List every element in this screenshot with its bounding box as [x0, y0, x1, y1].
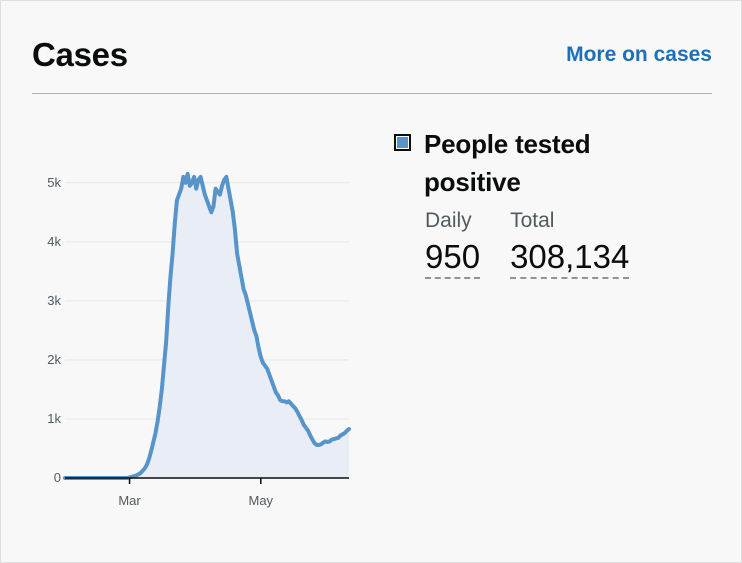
x-tick-label: May [249, 493, 274, 508]
metric-values: Daily 950 Total 308,134 [425, 207, 714, 279]
daily-value[interactable]: 950 [425, 237, 481, 279]
metric-name: People tested positive [424, 129, 591, 197]
x-tick-label: Mar [118, 493, 141, 508]
y-tick-label: 1k [47, 411, 61, 426]
total-block: Total 308,134 [510, 207, 630, 279]
y-tick-label: 4k [47, 234, 61, 249]
card-title: Cases [32, 36, 128, 73]
total-label: Total [510, 209, 555, 232]
y-tick-label: 5k [47, 175, 61, 190]
area-fill [65, 173, 349, 478]
total-value[interactable]: 308,134 [510, 237, 630, 279]
metric-panel: People tested positive Daily 950 Total 3… [394, 125, 714, 279]
y-tick-label: 2k [47, 352, 61, 367]
y-tick-label: 0 [54, 470, 61, 485]
daily-block: Daily 950 [425, 207, 481, 279]
more-on-cases-link[interactable]: More on cases [566, 43, 712, 66]
y-tick-label: 3k [47, 293, 61, 308]
legend-swatch [394, 134, 411, 151]
daily-label: Daily [425, 209, 472, 232]
card-header: Cases More on cases [32, 33, 712, 94]
legend-entry: People tested positive [394, 125, 714, 201]
cases-chart: 01k2k3k4k5kMarMayJul [47, 171, 351, 508]
